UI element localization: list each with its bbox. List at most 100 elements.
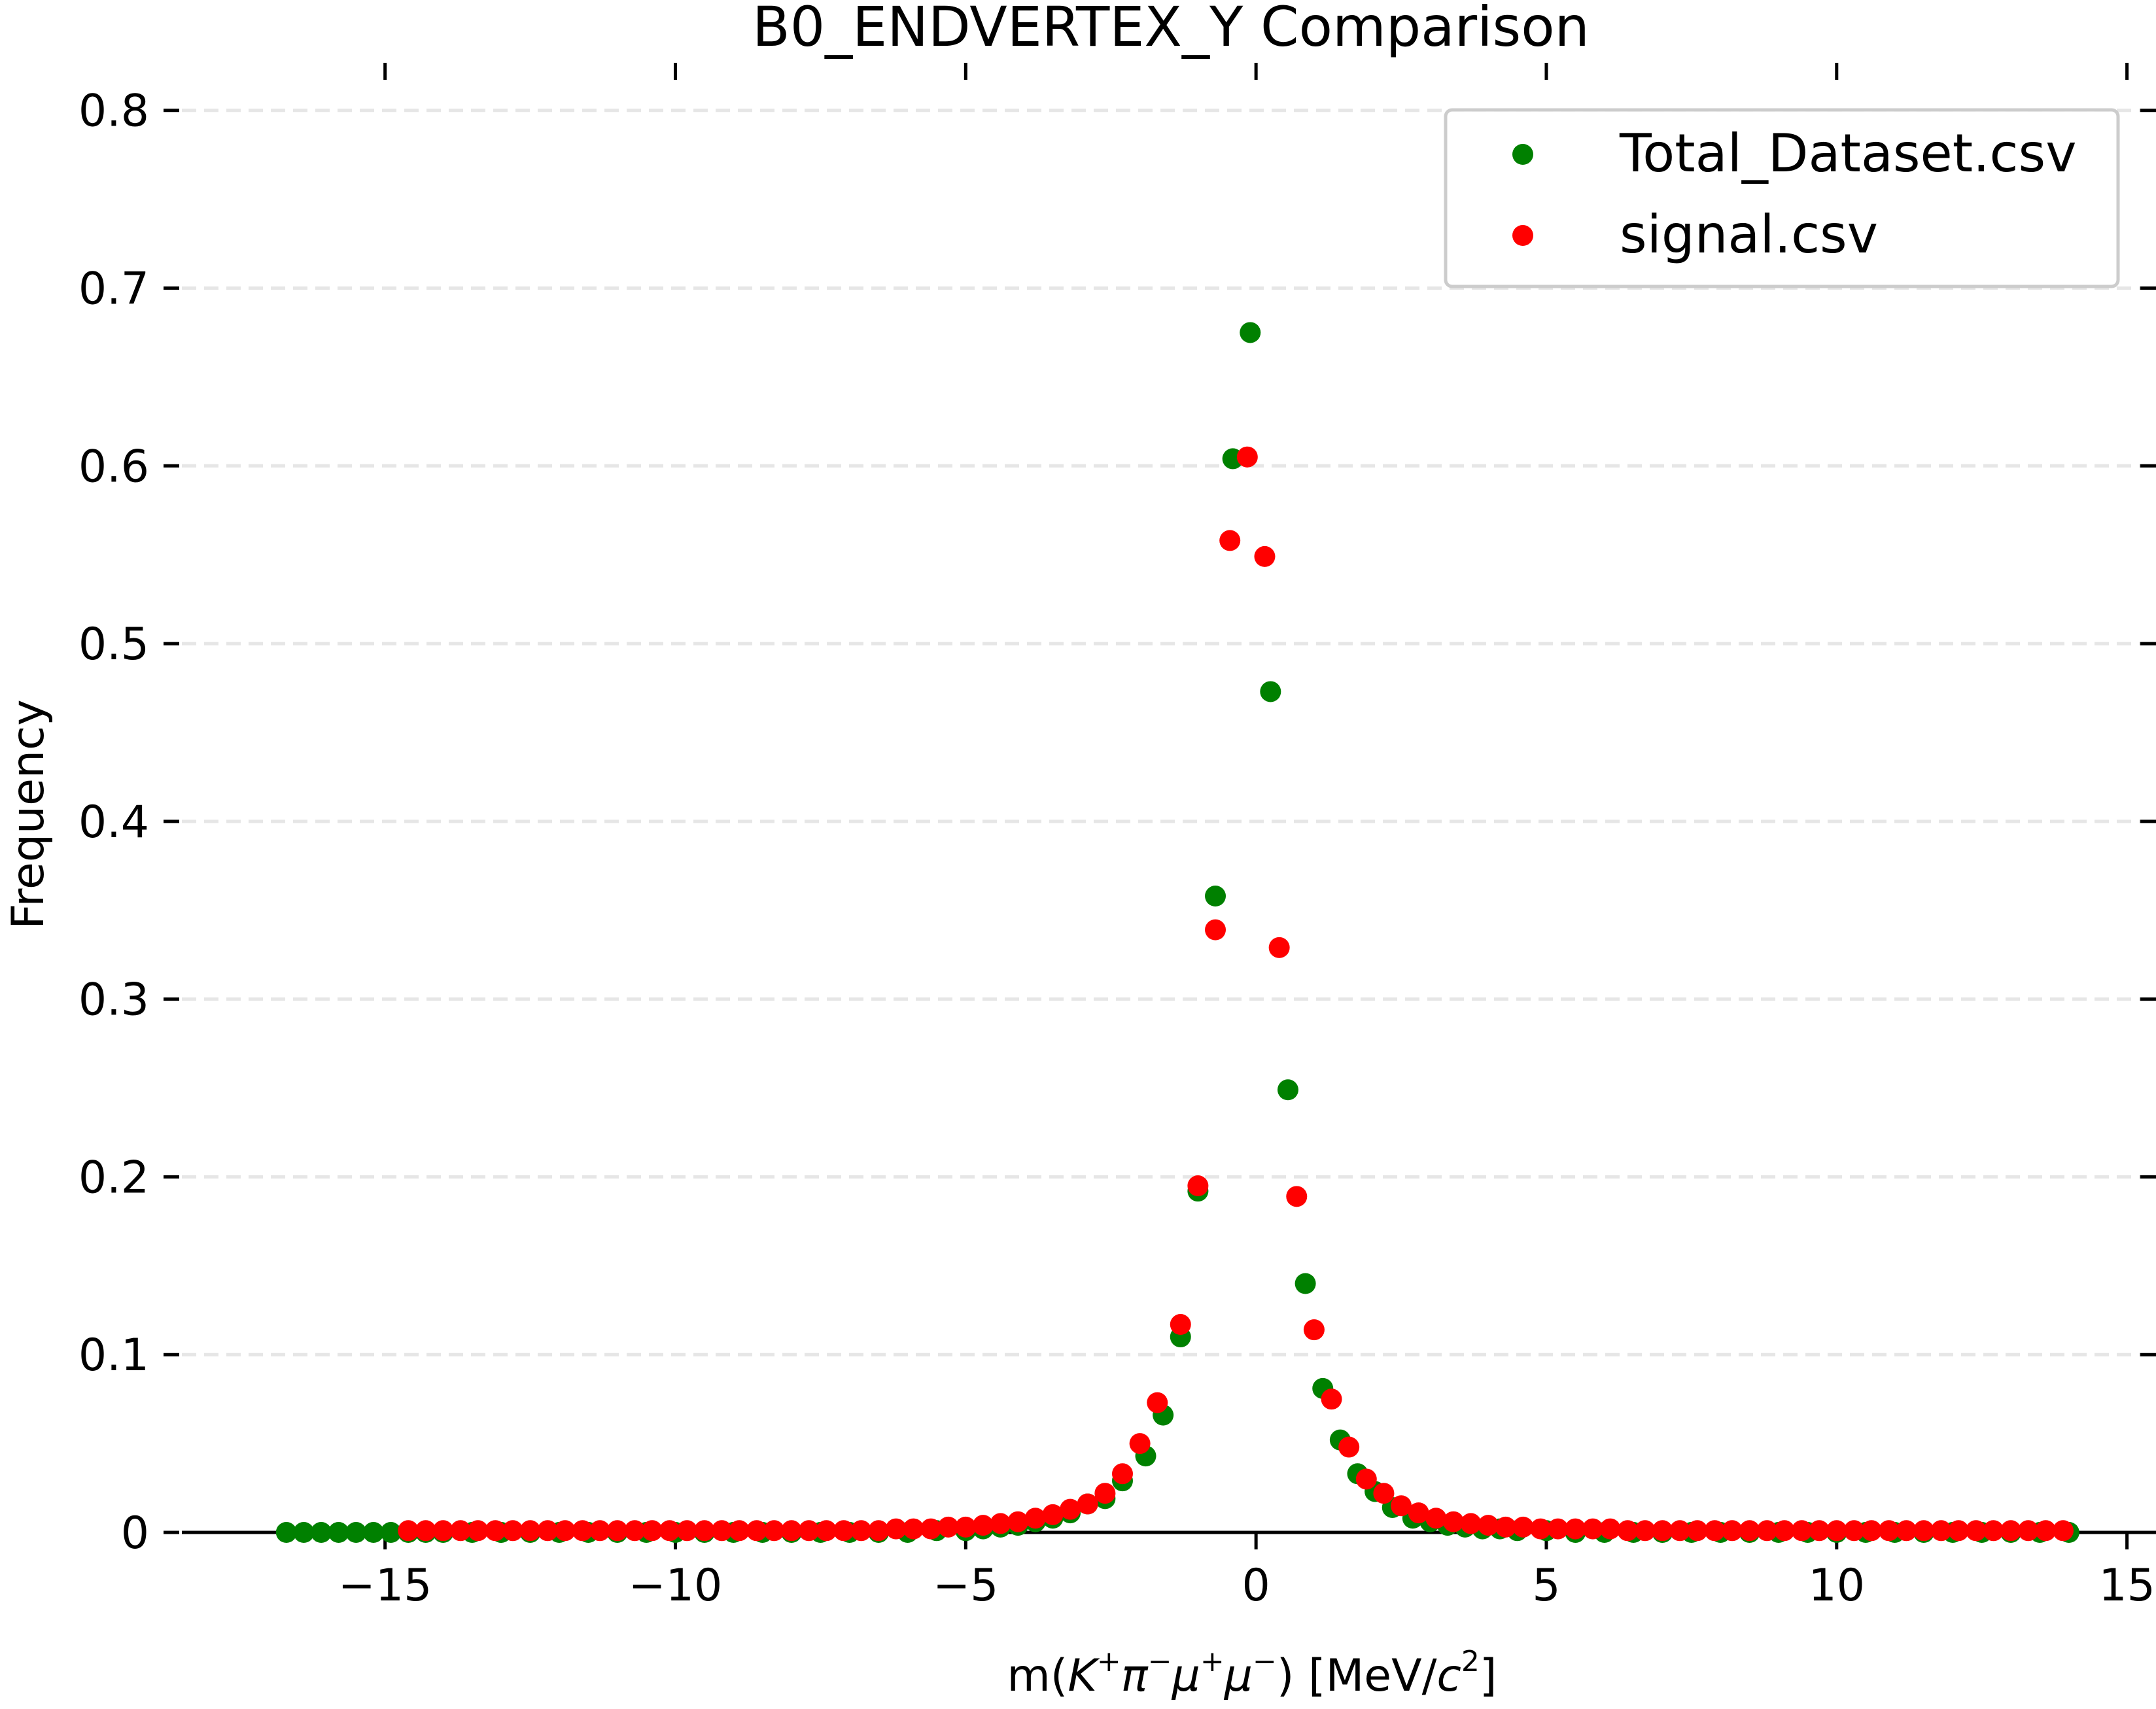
series-1-point-55 [1355, 1468, 1377, 1490]
y-tick-label-6: 0.6 [78, 441, 149, 492]
ticks: 0 0.1 0.2 0.3 0.4 0.5 0.6 0.7 0.8 −15 −10 −5 0 5 10 15 [78, 63, 2156, 1612]
y-tick-label-7: 0.7 [78, 264, 149, 315]
series-1-point-77 [1739, 1520, 1760, 1542]
y-tick-label-1: 0.1 [78, 1330, 149, 1381]
series-1-point-73 [1669, 1520, 1691, 1542]
series-1-point-1 [415, 1520, 436, 1542]
series-1-point-6 [502, 1520, 523, 1542]
series-0-point-0 [275, 1522, 297, 1543]
series-1-point-34 [990, 1513, 1011, 1534]
series-1-point-28 [885, 1518, 907, 1540]
series-0-point-2 [311, 1522, 332, 1543]
series-1-point-8 [537, 1520, 559, 1542]
series-1-point-64 [1512, 1516, 1534, 1538]
series-1-point-54 [1338, 1436, 1360, 1458]
x-tick-label-4: 5 [1532, 1560, 1560, 1612]
series-1-point-78 [1756, 1520, 1778, 1542]
series-1-point-31 [937, 1516, 959, 1538]
series-1-point-91 [1983, 1520, 2004, 1542]
series-1-point-62 [1478, 1515, 1499, 1536]
series-1-point-30 [920, 1518, 942, 1540]
series-1-point-33 [972, 1515, 994, 1536]
series-1-point-27 [868, 1520, 890, 1542]
series-1-point-70 [1617, 1520, 1639, 1542]
y-tick-label-3: 0.3 [78, 975, 149, 1026]
series-1-point-20 [746, 1520, 767, 1542]
y-tick-label-8: 0.8 [78, 86, 149, 137]
series-1-point-2 [432, 1520, 454, 1542]
series-1-point-49 [1254, 545, 1276, 567]
series-1-point-56 [1373, 1483, 1395, 1504]
series-1-point-24 [816, 1520, 837, 1542]
series-1-point-68 [1582, 1518, 1603, 1540]
series-1-point-81 [1809, 1520, 1830, 1542]
series-1-point-66 [1547, 1518, 1569, 1540]
series-1-point-26 [850, 1520, 872, 1542]
series-1-point-95 [2052, 1520, 2074, 1542]
series-0-point-6 [380, 1522, 402, 1543]
series-1-point-37 [1042, 1504, 1064, 1525]
legend-label-signal: signal.csv [1620, 204, 1878, 265]
series-1-point-92 [2000, 1520, 2022, 1542]
series-1-point-48 [1236, 446, 1258, 468]
series-1-point-22 [781, 1520, 803, 1542]
series-0-point-5 [362, 1522, 384, 1543]
series-1-point-63 [1495, 1516, 1516, 1538]
series-1-point-50 [1268, 937, 1290, 958]
series-1-point-53 [1321, 1389, 1342, 1410]
series-1-point-40 [1094, 1483, 1116, 1504]
series-1-point-17 [693, 1520, 715, 1542]
series-1-point-90 [1965, 1520, 1987, 1542]
series-1-point-5 [485, 1520, 506, 1542]
series-1-point-71 [1634, 1520, 1656, 1542]
series-1-point-42 [1129, 1433, 1151, 1455]
legend-marker-signal [1512, 225, 1533, 246]
series-1-point-12 [606, 1520, 628, 1542]
y-tick-label-4: 0.4 [78, 797, 149, 848]
series-1-point-44 [1170, 1314, 1191, 1336]
x-tick-label-6: 15 [2098, 1560, 2155, 1612]
series-0-point-44 [1260, 681, 1281, 702]
series-1-point-46 [1205, 919, 1226, 941]
series-1-point-25 [833, 1520, 854, 1542]
x-tick-label-2: −5 [933, 1560, 998, 1612]
x-axis-label: m(K+π−μ+μ−) [MeV/c2] [1007, 1645, 1497, 1702]
series-1-point-80 [1791, 1520, 1813, 1542]
series-1-point-23 [798, 1520, 820, 1542]
series-1-point-65 [1530, 1518, 1552, 1540]
series-1-point-38 [1060, 1498, 1081, 1520]
series-1-point-11 [589, 1520, 611, 1542]
series-1-point-82 [1826, 1520, 1847, 1542]
series-1-point-57 [1391, 1495, 1412, 1517]
grid-lines [182, 109, 2156, 1356]
series-0-point-3 [328, 1522, 349, 1543]
series-1-point-43 [1147, 1392, 1168, 1413]
series-1-point-47 [1219, 530, 1241, 551]
series-1-point-79 [1773, 1520, 1795, 1542]
series-1-point-58 [1408, 1502, 1429, 1524]
series-1-point-69 [1599, 1518, 1621, 1540]
y-tick-label-0: 0 [121, 1508, 149, 1559]
series-1-point-4 [467, 1520, 489, 1542]
legend-box [1444, 108, 2120, 288]
series-0-point-41 [1205, 886, 1226, 907]
series-1-point-76 [1722, 1520, 1743, 1542]
series-1-point-13 [624, 1520, 646, 1542]
series-1-point-14 [641, 1520, 663, 1542]
series-1-point-41 [1111, 1463, 1133, 1485]
series-1-point-59 [1425, 1508, 1447, 1529]
y-tick-label-2: 0.2 [78, 1152, 149, 1203]
series-1-point-0 [398, 1520, 419, 1542]
series-1-point-45 [1187, 1175, 1209, 1197]
series-0-point-1 [293, 1522, 315, 1543]
series-0-point-43 [1240, 322, 1261, 343]
y-axis-label: Frequency [3, 699, 54, 929]
series-1-point-85 [1878, 1520, 1900, 1542]
series-1 [398, 446, 2074, 1542]
x-tick-label-3: 0 [1242, 1560, 1270, 1612]
series-1-point-15 [659, 1520, 680, 1542]
series-1-point-89 [1948, 1520, 1970, 1542]
chart-title: B0_ENDVERTEX_Y Comparison [752, 0, 1590, 59]
series-1-point-87 [1913, 1520, 1934, 1542]
